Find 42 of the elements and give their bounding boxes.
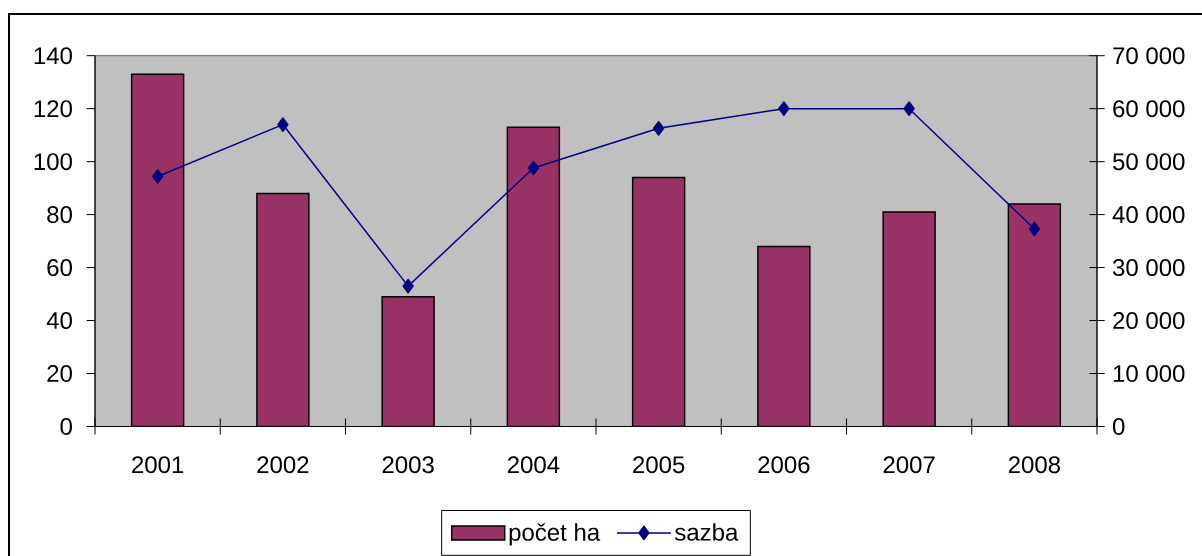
x-tick-label: 2003 — [382, 456, 434, 474]
point — [778, 101, 790, 117]
y-tick-label: 100 — [34, 153, 72, 171]
y2-tick-label: 60 000 — [1113, 100, 1185, 118]
point — [652, 120, 665, 136]
y-tick-label: 20 — [47, 365, 72, 383]
y-tick-label: 0 — [60, 417, 72, 435]
legend-label: sazba — [674, 523, 739, 541]
point — [402, 278, 414, 294]
x-tick-label: 2001 — [132, 456, 184, 474]
bar — [882, 211, 936, 427]
y-tick-label: 60 — [47, 259, 72, 277]
legend-label: počet ha — [509, 523, 601, 546]
bar — [506, 126, 561, 427]
bar — [631, 176, 686, 427]
bar — [381, 295, 435, 427]
bar — [256, 192, 310, 427]
bar — [130, 73, 185, 427]
bar — [1007, 203, 1062, 427]
y2-tick-label: 70 000 — [1113, 47, 1185, 65]
x-tick-label: 2002 — [257, 456, 309, 474]
y2-tick-label: 30 000 — [1112, 259, 1185, 277]
point — [151, 169, 164, 184]
point — [903, 101, 915, 117]
x-tick-label: 2006 — [758, 456, 810, 474]
y-tick-label: 140 — [34, 47, 72, 65]
point — [1028, 221, 1041, 237]
y2-tick-label: 50 000 — [1113, 153, 1185, 171]
x-tick-label: 2007 — [883, 456, 935, 474]
bar — [757, 245, 811, 427]
y2-tick-label: 10 000 — [1113, 365, 1185, 383]
y-tick-label: 120 — [34, 100, 72, 118]
y-tick-label: 40 — [46, 312, 72, 330]
y-tick-label: 80 — [47, 206, 72, 224]
x-tick-label: 2004 — [507, 456, 560, 474]
point — [527, 160, 540, 176]
point — [277, 117, 289, 132]
y2-tick-label: 20 000 — [1113, 312, 1185, 330]
y2-tick-label: 0 — [1112, 417, 1125, 435]
y2-tick-label: 40 000 — [1112, 206, 1185, 224]
x-tick-label: 2008 — [1008, 456, 1061, 474]
x-tick-label: 2005 — [633, 456, 685, 474]
